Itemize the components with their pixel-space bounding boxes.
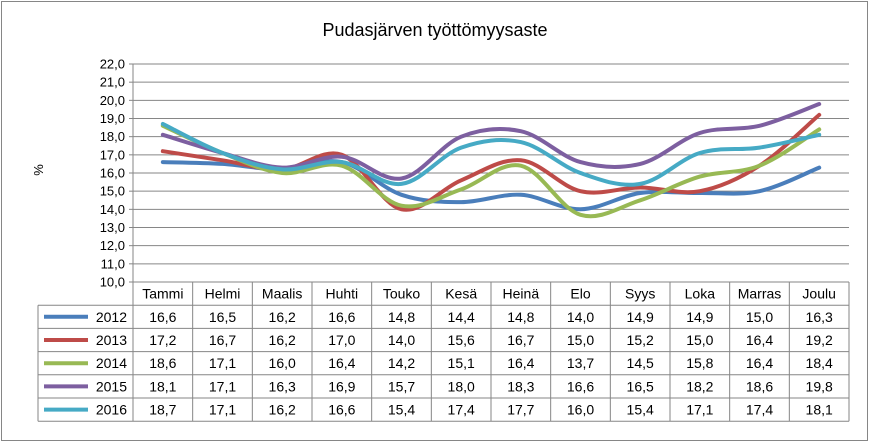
data-label: 14,0 [567, 309, 594, 325]
y-tick-label: 21,0 [100, 75, 125, 90]
y-tick-label: 20,0 [100, 93, 125, 108]
data-label: 14,9 [627, 309, 654, 325]
data-label: 15,0 [746, 309, 773, 325]
data-label: 13,7 [567, 355, 594, 371]
data-label: 14,0 [388, 332, 415, 348]
x-category-label: Heinä [503, 286, 540, 302]
data-label: 17,1 [209, 355, 236, 371]
data-label: 15,0 [686, 332, 713, 348]
x-category-label: Kesä [445, 286, 477, 302]
data-label: 15,6 [448, 332, 475, 348]
y-tick-label: 11,0 [101, 256, 125, 271]
data-label: 17,1 [209, 378, 236, 394]
x-category-label: Syys [625, 286, 655, 302]
data-label: 16,2 [269, 402, 296, 418]
legend-label-2015: 2015 [96, 378, 127, 394]
y-tick-label: 12,0 [100, 238, 125, 253]
x-category-label: Tammi [142, 286, 183, 302]
data-label: 15,2 [627, 332, 654, 348]
data-label: 18,3 [507, 378, 534, 394]
data-label: 18,2 [686, 378, 713, 394]
data-label: 14,8 [507, 309, 534, 325]
x-category-label: Huhti [325, 286, 358, 302]
series-line-2016 [160, 121, 822, 187]
legend-label-2016: 2016 [96, 402, 127, 418]
data-label: 14,4 [448, 309, 475, 325]
data-label: 17,4 [448, 402, 475, 418]
data-label: 17,7 [507, 402, 534, 418]
data-label: 16,0 [269, 355, 296, 371]
y-tick-label: 10,0 [100, 275, 125, 290]
data-label: 16,6 [567, 378, 594, 394]
data-label: 17,0 [328, 332, 355, 348]
data-label: 19,8 [806, 378, 833, 394]
data-label: 14,2 [388, 355, 415, 371]
data-label: 18,1 [149, 378, 176, 394]
x-category-label: Loka [685, 286, 716, 302]
data-label: 16,4 [328, 355, 355, 371]
data-label: 17,1 [209, 402, 236, 418]
legend-label-2013: 2013 [96, 332, 127, 348]
data-label: 15,4 [388, 402, 415, 418]
y-tick-label: 22,0 [100, 57, 125, 72]
y-tick-label: 15,0 [100, 184, 125, 199]
data-label: 18,6 [149, 355, 176, 371]
x-category-label: Joulu [802, 286, 835, 302]
data-label: 15,0 [567, 332, 594, 348]
data-label: 16,4 [746, 355, 773, 371]
axis-layer: 10,0 11,0 12,0 13,0 14,0 15,0 16,0 17,0 18,0 19,0… [100, 57, 134, 290]
data-label: 16,4 [746, 332, 773, 348]
data-label: 17,1 [686, 402, 713, 418]
x-category-label: Elo [570, 286, 590, 302]
data-label: 14,9 [686, 309, 713, 325]
y-axis-label: % [31, 164, 46, 176]
data-label: 16,3 [806, 309, 833, 325]
data-label: 18,7 [149, 402, 176, 418]
data-label: 15,4 [627, 402, 654, 418]
legend-label-2014: 2014 [96, 355, 127, 371]
y-tick-label: 19,0 [100, 111, 125, 126]
x-category-label: Helmi [205, 286, 241, 302]
data-label: 16,2 [269, 332, 296, 348]
data-label: 16,5 [209, 309, 236, 325]
data-label: 16,9 [328, 378, 355, 394]
data-table: Tammi Helmi Maalis Huhti Touko Kesä Heinä Elo Sy… [37, 281, 850, 422]
data-label: 15,7 [388, 378, 415, 394]
y-tick-label: 17,0 [100, 147, 125, 162]
legend-label-2012: 2012 [96, 309, 127, 325]
y-tick-label: 16,0 [100, 166, 125, 181]
series-line-2014 [160, 123, 822, 219]
data-label: 18,0 [448, 378, 475, 394]
data-label: 18,6 [746, 378, 773, 394]
data-label: 16,6 [328, 309, 355, 325]
y-tick-label: 18,0 [100, 129, 125, 144]
data-label: 18,4 [806, 355, 833, 371]
data-label: 16,7 [507, 332, 534, 348]
data-label: 16,2 [269, 309, 296, 325]
data-label: 17,2 [149, 332, 176, 348]
data-label: 14,5 [627, 355, 654, 371]
data-label: 16,7 [209, 332, 236, 348]
x-category-label: Maalis [262, 286, 302, 302]
data-label: 14,8 [388, 309, 415, 325]
x-category-label: Touko [383, 286, 421, 302]
data-label: 18,1 [806, 402, 833, 418]
data-label: 16,0 [567, 402, 594, 418]
chart-title: Pudasjärven työttömyysaste [322, 20, 547, 40]
series-layer [160, 102, 822, 219]
data-label: 15,1 [448, 355, 475, 371]
data-label: 16,6 [328, 402, 355, 418]
data-label: 16,4 [507, 355, 534, 371]
y-tick-label: 13,0 [100, 220, 125, 235]
data-label: 17,4 [746, 402, 773, 418]
data-label: 16,5 [627, 378, 654, 394]
data-label: 15,8 [686, 355, 713, 371]
data-label: 19,2 [806, 332, 833, 348]
x-category-label: Marras [738, 286, 782, 302]
data-label: 16,3 [269, 378, 296, 394]
data-label: 16,6 [149, 309, 176, 325]
y-tick-label: 14,0 [100, 202, 125, 217]
